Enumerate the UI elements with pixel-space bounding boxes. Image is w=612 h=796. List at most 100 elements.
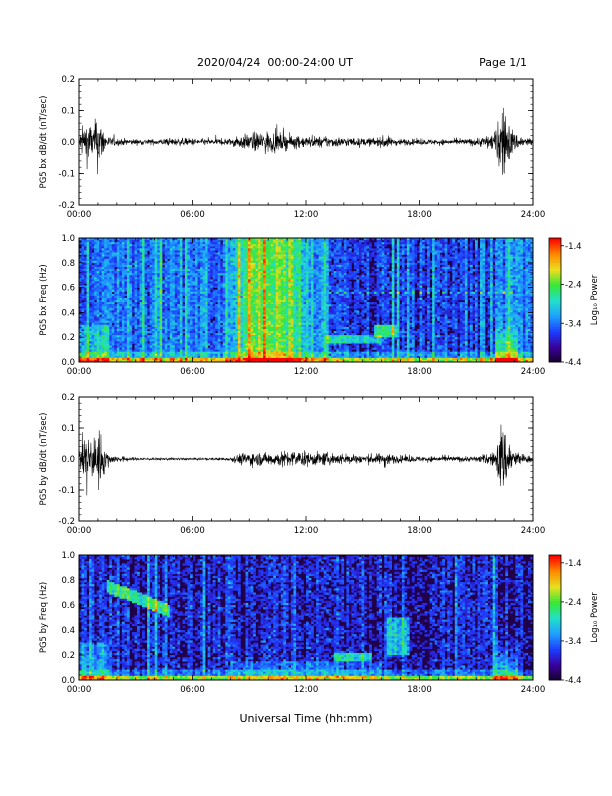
spectrogram-cell — [82, 269, 85, 271]
spectrogram-cell — [205, 331, 208, 333]
spectrogram-cell — [97, 279, 100, 281]
spectrogram-cell — [266, 308, 269, 310]
spectrogram-cell — [157, 271, 160, 273]
spectrogram-cell — [283, 345, 286, 347]
spectrogram-cell — [109, 240, 112, 242]
spectrogram-cell — [109, 288, 112, 290]
spectrogram-cell — [132, 259, 135, 261]
spectrogram-cell — [165, 292, 168, 294]
spectrogram-cell — [195, 292, 198, 294]
spectrogram-cell — [240, 300, 243, 302]
spectrogram-cell — [271, 352, 274, 354]
spectrogram-cell — [253, 242, 256, 244]
spectrogram-cell — [220, 261, 223, 263]
spectrogram-cell — [200, 314, 203, 316]
spectrogram-cell — [112, 267, 115, 269]
spectrogram-cell — [140, 312, 143, 314]
spectrogram-cell — [203, 275, 206, 277]
spectrogram-cell — [225, 356, 228, 358]
spectrogram-cell — [248, 343, 251, 345]
spectrogram-cell — [238, 319, 241, 321]
spectrogram-cell — [182, 356, 185, 358]
spectrogram-cell — [256, 350, 259, 352]
spectrogram-cell — [107, 352, 110, 354]
spectrogram-cell — [94, 250, 97, 252]
spectrogram-cell — [218, 294, 221, 296]
spectrogram-cell — [160, 325, 163, 327]
spectrogram-cell — [160, 277, 163, 279]
spectrogram-cell — [243, 333, 246, 335]
spectrogram-cell — [271, 300, 274, 302]
spectrogram-cell — [152, 343, 155, 345]
spectrogram-cell — [190, 348, 193, 350]
spectrogram-cell — [122, 257, 125, 259]
spectrogram-cell — [238, 352, 241, 354]
spectrogram-cell — [268, 314, 271, 316]
spectrogram-cell — [230, 325, 233, 327]
spectrogram-cell — [102, 283, 105, 285]
spectrogram-cell — [145, 267, 148, 269]
spectrogram-cell — [155, 358, 158, 360]
spectrogram-cell — [243, 273, 246, 275]
spectrogram-cell — [200, 271, 203, 273]
spectrogram-cell — [266, 275, 269, 277]
spectrogram-cell — [157, 339, 160, 341]
spectrogram-cell — [160, 308, 163, 310]
spectrogram-cell — [145, 271, 148, 273]
spectrogram-cell — [215, 308, 218, 310]
spectrogram-cell — [278, 292, 281, 294]
spectrogram-cell — [109, 263, 112, 265]
spectrogram-cell — [251, 350, 254, 352]
spectrogram-cell — [94, 286, 97, 288]
spectrogram-cell — [177, 292, 180, 294]
spectrogram-cell — [129, 271, 132, 273]
spectrogram-cell — [256, 358, 259, 360]
spectrogram-cell — [235, 331, 238, 333]
spectrogram-cell — [165, 327, 168, 329]
spectrogram-cell — [89, 327, 92, 329]
spectrogram-cell — [223, 312, 226, 314]
spectrogram-cell — [187, 300, 190, 302]
spectrogram-cell — [218, 271, 221, 273]
spectrogram-cell — [210, 244, 213, 246]
spectrogram-cell — [104, 350, 107, 352]
spectrogram-cell — [160, 265, 163, 267]
spectrogram-cell — [187, 323, 190, 325]
spectrogram-cell — [102, 244, 105, 246]
spectrogram-cell — [92, 333, 95, 335]
spectrogram-cell — [218, 255, 221, 257]
spectrogram-cell — [266, 294, 269, 296]
spectrogram-cell — [190, 279, 193, 281]
spectrogram-cell — [198, 339, 201, 341]
spectrogram-cell — [89, 290, 92, 292]
spectrogram-cell — [129, 354, 132, 356]
spectrogram-cell — [152, 354, 155, 356]
spectrogram-cell — [263, 277, 266, 279]
spectrogram-cell — [256, 354, 259, 356]
spectrogram-cell — [140, 244, 143, 246]
spectrogram-cell — [187, 335, 190, 337]
spectrogram-cell — [112, 306, 115, 308]
spectrogram-cell — [263, 352, 266, 354]
spectrogram-cell — [266, 288, 269, 290]
spectrogram-cell — [200, 329, 203, 331]
spectrogram-cell — [215, 257, 218, 259]
spectrogram-cell — [225, 267, 228, 269]
spectrogram-cell — [170, 323, 173, 325]
spectrogram-cell — [122, 250, 125, 252]
spectrogram-cell — [99, 352, 102, 354]
spectrogram-cell — [271, 259, 274, 261]
spectrogram-cell — [107, 312, 110, 314]
spectrogram-cell — [281, 283, 284, 285]
spectrogram-cell — [87, 358, 90, 360]
spectrogram-cell — [233, 257, 236, 259]
spectrogram-cell — [134, 350, 137, 352]
spectrogram-cells — [79, 238, 533, 362]
spectrogram-cell — [117, 283, 120, 285]
spectrogram-cell — [160, 321, 163, 323]
spectrogram-cell — [243, 323, 246, 325]
spectrogram-cell — [210, 296, 213, 298]
spectrogram-cell — [203, 345, 206, 347]
spectrogram-cell — [273, 333, 276, 335]
spectrogram-cell — [200, 252, 203, 254]
